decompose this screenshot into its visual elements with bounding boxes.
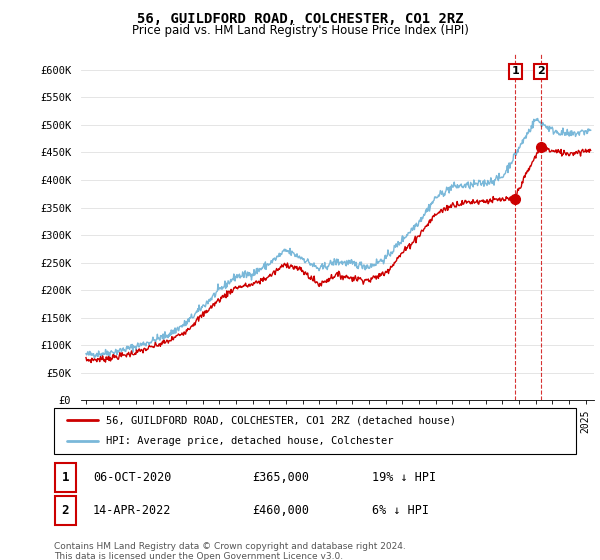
Text: 56, GUILDFORD ROAD, COLCHESTER, CO1 2RZ (detached house): 56, GUILDFORD ROAD, COLCHESTER, CO1 2RZ … bbox=[106, 415, 456, 425]
Text: 6% ↓ HPI: 6% ↓ HPI bbox=[372, 503, 429, 517]
Text: 19% ↓ HPI: 19% ↓ HPI bbox=[372, 471, 436, 484]
Text: £365,000: £365,000 bbox=[252, 471, 309, 484]
Text: 2: 2 bbox=[536, 67, 544, 76]
Text: 56, GUILDFORD ROAD, COLCHESTER, CO1 2RZ: 56, GUILDFORD ROAD, COLCHESTER, CO1 2RZ bbox=[137, 12, 463, 26]
Text: 1: 1 bbox=[62, 471, 69, 484]
Text: £460,000: £460,000 bbox=[252, 503, 309, 517]
Text: 06-OCT-2020: 06-OCT-2020 bbox=[93, 471, 172, 484]
Text: 1: 1 bbox=[511, 67, 519, 76]
Text: HPI: Average price, detached house, Colchester: HPI: Average price, detached house, Colc… bbox=[106, 436, 394, 446]
Text: Contains HM Land Registry data © Crown copyright and database right 2024.
This d: Contains HM Land Registry data © Crown c… bbox=[54, 542, 406, 560]
Text: 2: 2 bbox=[62, 503, 69, 517]
Text: 14-APR-2022: 14-APR-2022 bbox=[93, 503, 172, 517]
Text: Price paid vs. HM Land Registry's House Price Index (HPI): Price paid vs. HM Land Registry's House … bbox=[131, 24, 469, 36]
